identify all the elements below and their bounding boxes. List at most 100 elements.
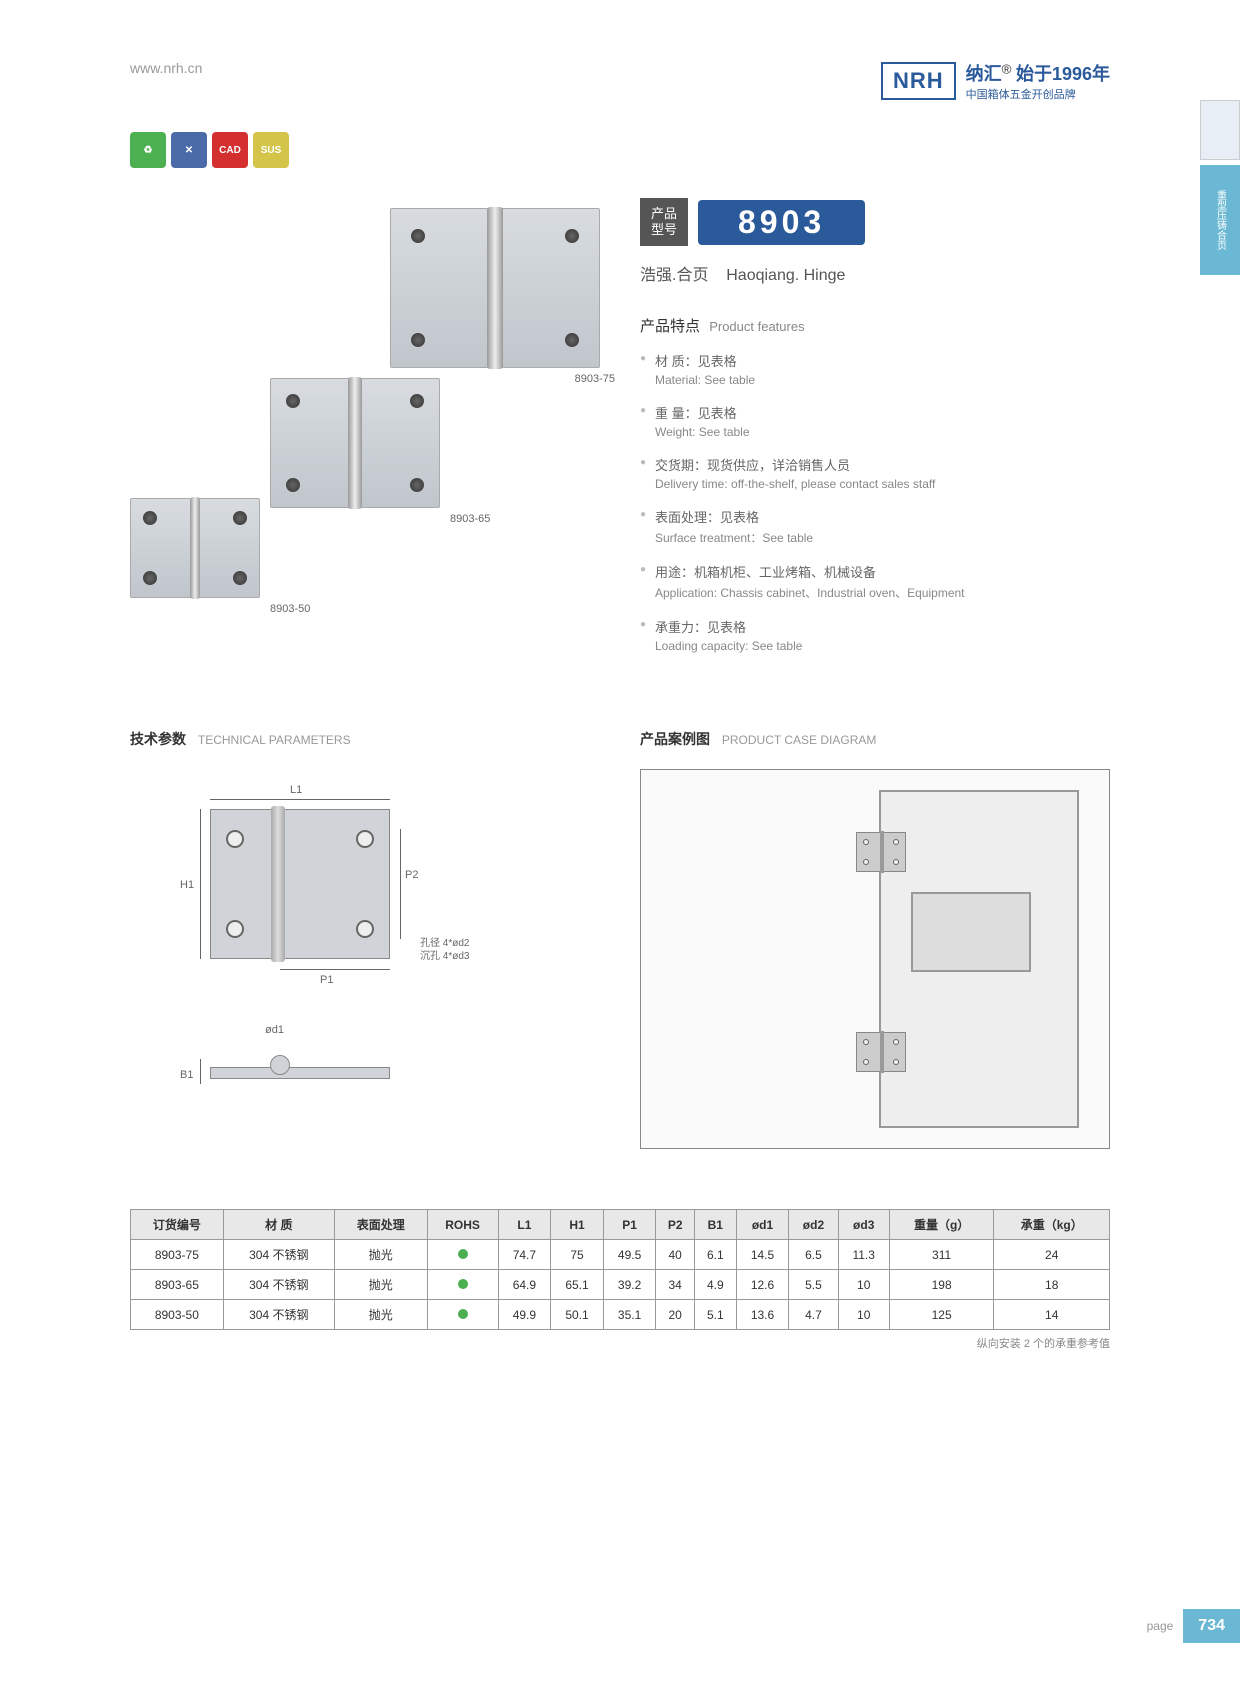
side-tab-category: 重型压铸合页 <box>1200 165 1240 275</box>
table-cell: 304 不锈钢 <box>223 1270 334 1300</box>
hinge-side-view <box>210 1049 390 1079</box>
table-col-header: 重量（g） <box>889 1210 994 1240</box>
table-cell <box>427 1240 498 1270</box>
feature-item: 交货期：现货供应，详洽销售人员Delivery time: off-the-sh… <box>640 455 1110 491</box>
table-cell: 75 <box>551 1240 604 1270</box>
brand-subtitle: 中国箱体五金开创品牌 <box>966 86 1110 102</box>
table-cell <box>427 1300 498 1330</box>
side-tab-icon <box>1200 100 1240 160</box>
feature-item: 重 量：见表格Weight: See table <box>640 403 1110 439</box>
hole-note2: 沉孔 4*ød3 <box>420 947 469 962</box>
page-footer: page 734 <box>1137 1609 1240 1643</box>
table-cell: 304 不锈钢 <box>223 1240 334 1270</box>
dim-L1: L1 <box>290 784 302 796</box>
icon-badges: ♻ ✕ CAD SUS <box>0 122 1240 178</box>
table-cell: 4.7 <box>789 1300 838 1330</box>
reg-mark: ® <box>1002 62 1012 77</box>
hinge-label: 8903-50 <box>270 603 310 615</box>
table-header-row: 订货编号材 质表面处理ROHSL1H1P1P2B1ød1ød2ød3重量（g）承… <box>131 1210 1110 1240</box>
table-cell <box>427 1270 498 1300</box>
table-cell: 311 <box>889 1240 994 1270</box>
case-door <box>879 790 1079 1128</box>
hinge-image-65 <box>270 378 440 508</box>
hinge-front-view <box>210 809 390 959</box>
table-col-header: L1 <box>498 1210 551 1240</box>
table-cell: 49.9 <box>498 1300 551 1330</box>
table-cell: 14.5 <box>736 1240 789 1270</box>
table-cell: 5.5 <box>789 1270 838 1300</box>
table-cell: 49.5 <box>603 1240 656 1270</box>
product-label: 产品型号 <box>640 198 688 246</box>
table-cell: 8903-75 <box>131 1240 224 1270</box>
tech-diagram: L1 H1 P2 P1 孔径 4*ød2 沉孔 4*ød3 ød1 B1 <box>130 769 600 1169</box>
door-panel <box>911 892 1031 972</box>
side-tabs: 重型压铸合页 <box>1200 100 1240 275</box>
table-cell: 10 <box>838 1270 889 1300</box>
table-cell: 14 <box>994 1300 1110 1330</box>
table-row: 8903-65304 不锈钢抛光64.965.139.2344.912.65.5… <box>131 1270 1110 1300</box>
product-header: 产品型号 8903 <box>640 198 1110 246</box>
brand-block: NRH 纳汇® 始于1996年 中国箱体五金开创品牌 <box>881 60 1110 102</box>
dim-od1: ød1 <box>265 1024 284 1036</box>
page-number: 734 <box>1183 1609 1240 1643</box>
table-cell: 抛光 <box>334 1270 427 1300</box>
table-col-header: P1 <box>603 1210 656 1240</box>
table-cell: 74.7 <box>498 1240 551 1270</box>
table-cell: 64.9 <box>498 1270 551 1300</box>
badge-icon: ♻ <box>130 132 166 168</box>
table-body: 8903-75304 不锈钢抛光74.77549.5406.114.56.511… <box>131 1240 1110 1330</box>
diagrams-row: 技术参数 TECHNICAL PARAMETERS L1 H1 P2 P1 孔径… <box>0 709 1240 1189</box>
table-cell: 50.1 <box>551 1300 604 1330</box>
product-info: 产品型号 8903 浩强.合页 Haoqiang. Hinge 产品特点 Pro… <box>640 198 1110 669</box>
table-col-header: 承重（kg） <box>994 1210 1110 1240</box>
table-cell: 35.1 <box>603 1300 656 1330</box>
badge-sus-icon: SUS <box>253 132 289 168</box>
table-cell: 8903-65 <box>131 1270 224 1300</box>
dim-H1: H1 <box>180 879 194 891</box>
table-col-header: 订货编号 <box>131 1210 224 1240</box>
hinge-label: 8903-75 <box>575 373 615 385</box>
table-cell: 198 <box>889 1270 994 1300</box>
table-col-header: B1 <box>694 1210 736 1240</box>
tech-params: 技术参数 TECHNICAL PARAMETERS L1 H1 P2 P1 孔径… <box>130 729 600 1169</box>
website-url: www.nrh.cn <box>130 60 202 76</box>
table-cell: 304 不锈钢 <box>223 1300 334 1330</box>
table-col-header: ød1 <box>736 1210 789 1240</box>
nrh-logo: NRH <box>881 62 956 100</box>
table-cell: 125 <box>889 1300 994 1330</box>
table-cell: 13.6 <box>736 1300 789 1330</box>
case-hinge <box>856 832 906 872</box>
main-content: 8903-75 8903-65 8903-50 产品型号 8903 浩强.合页 … <box>0 178 1240 709</box>
feature-item: 承重力：见表格Loading capacity: See table <box>640 617 1110 653</box>
table-cell: 34 <box>656 1270 695 1300</box>
table-col-header: 材 质 <box>223 1210 334 1240</box>
table-row: 8903-50304 不锈钢抛光49.950.135.1205.113.64.7… <box>131 1300 1110 1330</box>
hinge-image-75 <box>390 208 600 368</box>
hinge-gallery: 8903-75 8903-65 8903-50 <box>130 198 600 618</box>
table-cell: 抛光 <box>334 1300 427 1330</box>
page-label: page <box>1137 1611 1184 1641</box>
table-cell: 4.9 <box>694 1270 736 1300</box>
header: www.nrh.cn NRH 纳汇® 始于1996年 中国箱体五金开创品牌 <box>0 0 1240 122</box>
table-cell: 39.2 <box>603 1270 656 1300</box>
table-cell: 8903-50 <box>131 1300 224 1330</box>
case-hinge <box>856 1032 906 1072</box>
case-diagram <box>640 769 1110 1149</box>
badge-icon: ✕ <box>171 132 207 168</box>
dim-P2: P2 <box>405 869 418 881</box>
feature-list: 材 质：见表格Material: See table 重 量：见表格Weight… <box>640 351 1110 653</box>
tech-title: 技术参数 TECHNICAL PARAMETERS <box>130 729 600 749</box>
feature-item: 用途：机箱机柜、工业烤箱、机械设备Application: Chassis ca… <box>640 562 1110 601</box>
product-name: 浩强.合页 Haoqiang. Hinge <box>640 261 1110 285</box>
table-row: 8903-75304 不锈钢抛光74.77549.5406.114.56.511… <box>131 1240 1110 1270</box>
table-cell: 抛光 <box>334 1240 427 1270</box>
table-cell: 18 <box>994 1270 1110 1300</box>
table-col-header: 表面处理 <box>334 1210 427 1240</box>
table-col-header: ød3 <box>838 1210 889 1240</box>
table-col-header: H1 <box>551 1210 604 1240</box>
features-heading: 产品特点 Product features <box>640 315 1110 336</box>
table-cell: 24 <box>994 1240 1110 1270</box>
case-diagram-col: 产品案例图 PRODUCT CASE DIAGRAM <box>640 729 1110 1169</box>
table-col-header: ROHS <box>427 1210 498 1240</box>
hinge-label: 8903-65 <box>450 513 490 525</box>
